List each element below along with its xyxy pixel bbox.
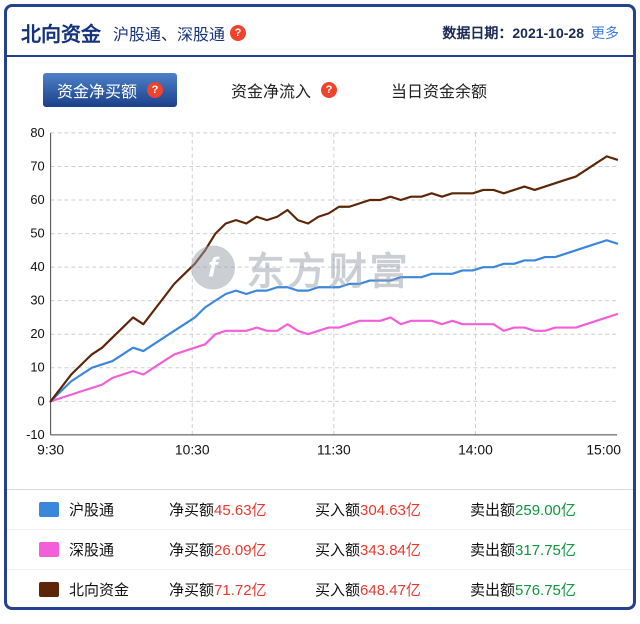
net-buy-value: 26.09亿 — [214, 541, 267, 559]
sell-amount-value: 576.75亿 — [515, 582, 576, 600]
net-buy-label: 净买额 — [169, 541, 215, 559]
sell-amount-label: 卖出额 — [470, 501, 516, 519]
sell-amount-value: 259.00亿 — [515, 501, 576, 519]
tab-net-buy-label: 资金净买额 — [57, 84, 138, 101]
buy-amount-value: 343.84亿 — [360, 541, 421, 559]
tab-net-inflow-label: 资金净流入 — [231, 84, 312, 101]
svg-text:-10: -10 — [26, 427, 45, 442]
buy-amount-value: 648.47亿 — [360, 582, 421, 600]
net-buy-label: 净买额 — [169, 501, 215, 519]
sell-amount-label: 卖出额 — [470, 541, 516, 559]
series-name: 北向资金 — [69, 582, 130, 600]
page-title: 北向资金 — [21, 24, 101, 46]
net-buy-value: 45.63亿 — [214, 501, 267, 519]
series-color-swatch — [39, 501, 59, 517]
svg-text:0: 0 — [38, 393, 45, 408]
tab-net-inflow[interactable]: 资金净流入 ? — [231, 78, 338, 102]
svg-text:11:30: 11:30 — [317, 442, 351, 458]
tab-balance[interactable]: 当日资金余额 — [391, 78, 487, 102]
svg-text:9:30: 9:30 — [37, 442, 64, 458]
svg-text:60: 60 — [30, 192, 44, 207]
header: 北向资金 沪股通、深股通 ? 数据日期： 2021-10-28 更多 — [7, 7, 633, 55]
data-date-value: 2021-10-28 — [512, 24, 584, 41]
table-row: 沪股通 净买额 45.63亿 买入额 304.63亿 卖出额 259.00亿 — [7, 490, 633, 530]
sell-amount-value: 317.75亿 — [515, 541, 576, 559]
more-link[interactable]: 更多 — [591, 24, 619, 41]
buy-amount-label: 买入额 — [315, 582, 361, 600]
svg-text:70: 70 — [30, 158, 44, 173]
svg-text:50: 50 — [30, 226, 44, 241]
buy-amount-label: 买入额 — [315, 541, 361, 559]
tab-bar: 资金净买额 ? 资金净流入 ? 当日资金余额 — [7, 57, 633, 115]
buy-amount-value: 304.63亿 — [360, 501, 421, 519]
tab-balance-label: 当日资金余额 — [391, 84, 488, 101]
svg-text:14:00: 14:00 — [458, 442, 493, 458]
subtitle: 沪股通、深股通 — [113, 26, 226, 44]
northbound-funds-panel: 北向资金 沪股通、深股通 ? 数据日期： 2021-10-28 更多 资金净买额… — [4, 4, 636, 610]
svg-text:80: 80 — [30, 125, 44, 140]
net-buy-value: 71.72亿 — [214, 582, 267, 600]
tab-net-buy[interactable]: 资金净买额 ? — [43, 73, 178, 107]
svg-text:20: 20 — [30, 326, 44, 341]
header-divider — [7, 55, 633, 57]
svg-text:10:30: 10:30 — [175, 442, 210, 458]
help-icon[interactable]: ? — [230, 24, 247, 41]
summary-table: 沪股通 净买额 45.63亿 买入额 304.63亿 卖出额 259.00亿 深股通 … — [7, 488, 633, 607]
table-row: 深股通 净买额 26.09亿 买入额 343.84亿 卖出额 317.75亿 — [7, 530, 633, 570]
header-right: 数据日期： 2021-10-28 更多 — [442, 23, 619, 43]
table-row: 北向资金 净买额 71.72亿 买入额 648.47亿 卖出额 576.75亿 — [7, 570, 633, 607]
line-chart[interactable]: 80 70 60 50 40 30 20 10 0 -109:30 10:30 11:30 14:00 1… — [13, 121, 625, 463]
svg-text:10: 10 — [30, 360, 44, 375]
series-color-swatch — [39, 541, 59, 557]
series-name: 沪股通 — [69, 501, 115, 519]
sell-amount-label: 卖出额 — [470, 582, 516, 600]
data-date-label: 数据日期： — [442, 24, 513, 41]
svg-text:30: 30 — [30, 293, 44, 308]
series-color-swatch — [39, 582, 59, 598]
help-icon[interactable]: ? — [147, 82, 164, 98]
buy-amount-label: 买入额 — [315, 501, 361, 519]
svg-text:15:00: 15:00 — [586, 442, 621, 458]
help-icon[interactable]: ? — [321, 82, 338, 98]
net-buy-label: 净买额 — [169, 582, 215, 600]
svg-text:40: 40 — [30, 259, 44, 274]
series-name: 深股通 — [69, 541, 115, 559]
chart-area: 80 70 60 50 40 30 20 10 0 -10 9:30 10:30 11:30 14:00 1… — [13, 121, 625, 463]
